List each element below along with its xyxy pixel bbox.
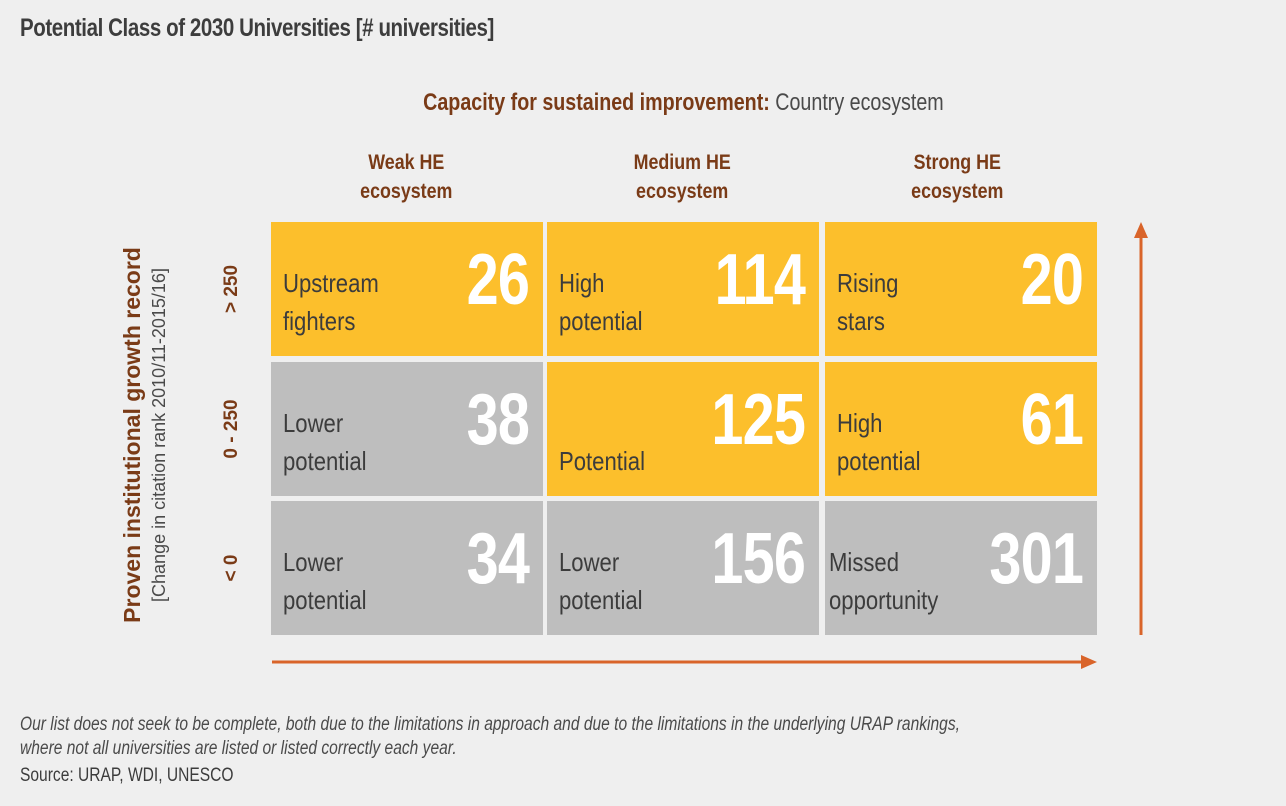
x-axis-title: Capacity for sustained improvement: Coun… (0, 89, 1286, 117)
footnote: Our list does not seek to be complete, b… (20, 714, 960, 759)
source-note: Source: URAP, WDI, UNESCO (20, 765, 234, 786)
cell-r0-c2: 20 Rising stars (825, 222, 1097, 356)
y-axis-arrow (1134, 222, 1148, 635)
cell-label: Lower potential (283, 408, 367, 476)
cell-r2-c1: 156 Lower potential (547, 501, 819, 635)
cell-value: 34 (466, 519, 530, 599)
cell-r2-c2: 301 Missed opportunity (825, 501, 1097, 635)
x-axis-title-normal: Country ecosystem (769, 89, 944, 116)
cell-value: 125 (711, 380, 806, 460)
column-header-medium: Medium HE ecosystem (633, 151, 731, 203)
cell-value: 301 (989, 519, 1084, 599)
cell-r1-c1: 125 Potential (547, 362, 819, 496)
cell-label: High potential (837, 408, 921, 476)
column-header-weak: Weak HE ecosystem (359, 151, 453, 203)
cell-label: Missed opportunity (829, 547, 939, 615)
y-axis-arrow-head (1134, 222, 1148, 238)
chart-title: Potential Class of 2030 Universities [# … (20, 14, 494, 42)
cell-label: Upstream fighters (283, 268, 379, 336)
cell-value: 156 (711, 519, 806, 599)
cell-label: Rising stars (837, 268, 899, 336)
cell-r1-c0: 38 Lower potential (271, 362, 543, 496)
column-header-strong: Strong HE ecosystem (910, 151, 1004, 203)
cell-r0-c1: 114 High potential (547, 222, 819, 356)
cell-label: Lower potential (283, 547, 367, 615)
cell-value: 114 (714, 240, 805, 320)
cell-value: 38 (466, 380, 530, 460)
cell-value: 61 (1020, 380, 1084, 460)
cell-r2-c0: 34 Lower potential (271, 501, 543, 635)
x-axis-arrow (272, 655, 1097, 669)
cell-label: Lower potential (559, 547, 643, 615)
cell-value: 26 (466, 240, 530, 320)
cell-value: 20 (1020, 240, 1084, 320)
x-axis-title-bold: Capacity for sustained improvement: (422, 89, 770, 116)
cell-r0-c0: 26 Upstream fighters (271, 222, 543, 356)
x-axis-arrow-head (1081, 655, 1097, 669)
cell-label: High potential (559, 268, 643, 336)
cell-r1-c2: 61 High potential (825, 362, 1097, 496)
cell-label: Potential (559, 446, 646, 476)
